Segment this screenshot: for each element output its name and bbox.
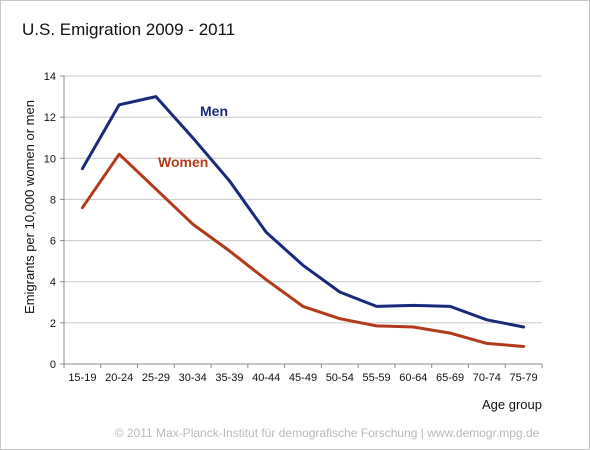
y-tick-label: 12	[44, 112, 56, 124]
series-label-men: Men	[200, 103, 228, 119]
x-tick-label: 25-29	[142, 372, 170, 384]
y-tick-label: 0	[50, 359, 56, 371]
series-line-men	[80, 95, 526, 329]
x-tick-label: 70-74	[473, 372, 501, 384]
series-lines	[80, 95, 526, 348]
y-tick-label: 6	[50, 236, 56, 248]
x-tick-label: 55-59	[362, 372, 390, 384]
y-tick-labels: 0 2 4 6 8 10 12 14	[44, 71, 56, 371]
x-tick-label: 60-64	[399, 372, 427, 384]
x-tick-label: 20-24	[105, 372, 133, 384]
series-labels: Men Women	[158, 103, 228, 170]
y-tick-label: 2	[50, 318, 56, 330]
x-tick-label: 65-69	[436, 372, 464, 384]
series-label-women: Women	[158, 154, 208, 170]
y-axis-label: Emigrants per 10,000 women or men	[22, 100, 37, 314]
x-axis-label: Age group	[482, 397, 542, 412]
y-tick-label: 10	[44, 153, 56, 165]
y-tick-label: 14	[44, 71, 56, 83]
copyright-text: © 2011 Max-Planck-Institut für demografi…	[115, 426, 540, 440]
x-tick-label: 50-54	[326, 372, 354, 384]
series-line-women	[80, 152, 526, 348]
axes	[63, 76, 543, 368]
chart-title: U.S. Emigration 2009 - 2011	[22, 20, 235, 39]
x-tick-label: 30-34	[179, 372, 207, 384]
x-tick-label: 45-49	[289, 372, 317, 384]
x-tick-label: 15-19	[68, 372, 96, 384]
x-tick-label: 35-39	[215, 372, 243, 384]
x-tick-label: 75-79	[510, 372, 538, 384]
x-tick-label: 40-44	[252, 372, 280, 384]
grid-lines	[60, 75, 542, 365]
y-tick-label: 8	[50, 194, 56, 206]
x-tick-labels: 15-19 20-24 25-29 30-34 35-39 40-44 45-49 50-54…	[68, 372, 537, 384]
y-tick-label: 4	[50, 277, 56, 289]
